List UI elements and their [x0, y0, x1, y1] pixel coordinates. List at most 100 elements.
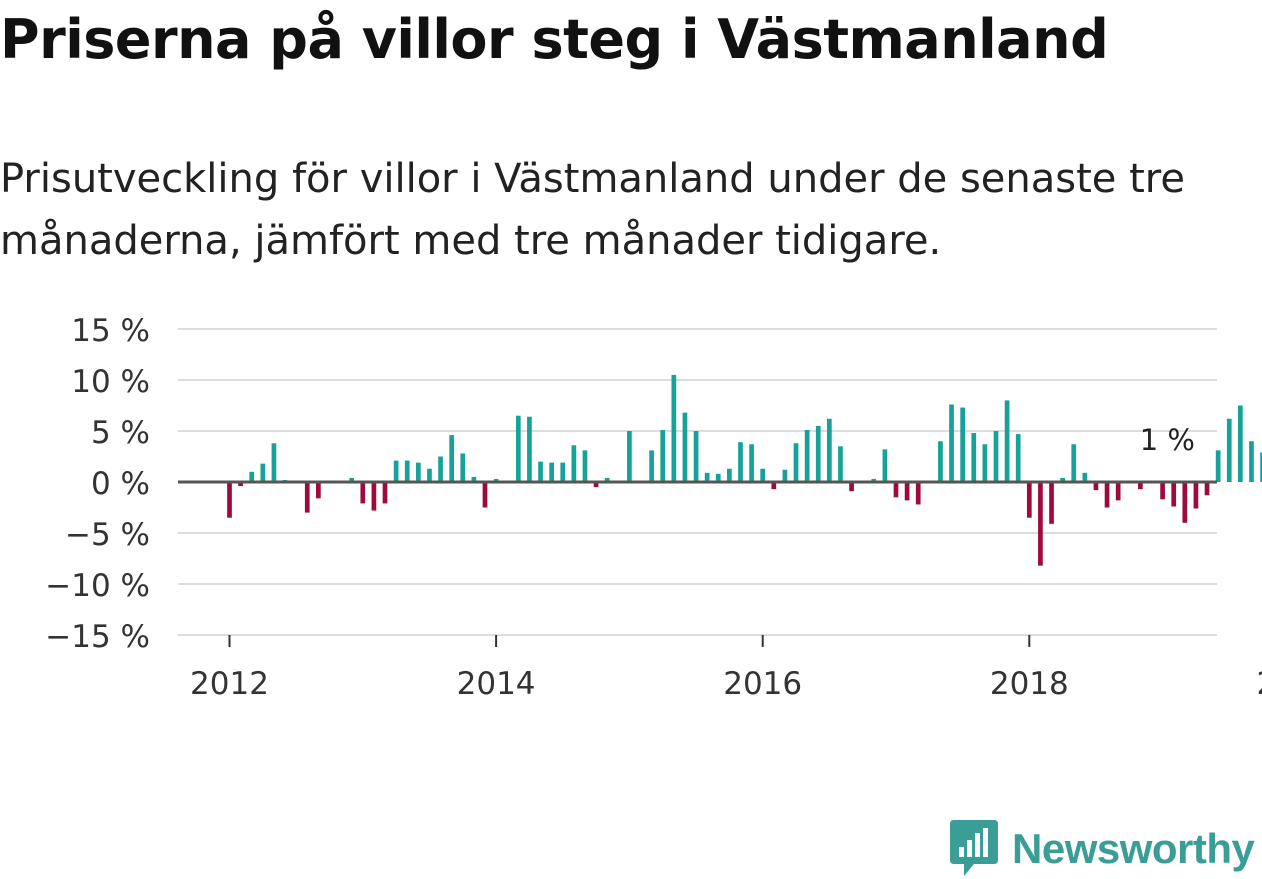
bar [815, 425, 821, 482]
bar [316, 482, 321, 499]
bar [260, 463, 266, 482]
bar [582, 450, 588, 482]
brand-name: Newsworthy [1012, 825, 1255, 872]
bar [1226, 418, 1232, 482]
bar [1260, 452, 1262, 482]
x-tick-label: 2014 [457, 666, 536, 702]
bar [515, 415, 521, 482]
bar [782, 469, 788, 482]
y-tick-label: 0 % [91, 466, 150, 502]
bar [1115, 482, 1121, 501]
bar [760, 468, 766, 482]
bar [915, 482, 921, 505]
bar [249, 471, 255, 482]
bar [949, 404, 954, 482]
bar [1026, 482, 1032, 518]
bar [738, 442, 743, 482]
bar [1138, 482, 1143, 490]
bar [827, 418, 832, 482]
bar [238, 482, 243, 487]
bar [804, 429, 810, 482]
bar [271, 443, 277, 482]
bar [304, 482, 310, 513]
bar [538, 461, 543, 482]
bar [704, 472, 710, 482]
bar [1071, 444, 1077, 482]
bar [1160, 482, 1165, 500]
bar [1104, 482, 1110, 508]
bar [449, 435, 455, 482]
bar [549, 462, 554, 482]
bar [1060, 477, 1065, 482]
bar [660, 429, 666, 482]
x-tick-label: 2018 [990, 666, 1069, 702]
newsworthy-logo-icon [950, 820, 998, 876]
bar [1215, 450, 1221, 482]
bar [1249, 441, 1254, 482]
bar [771, 482, 777, 490]
bar [493, 478, 499, 482]
bar-chart: 15 % 10 % 5 % 0 % −5 % −10 % −15 % 2012 2014 201… [45, 313, 1262, 702]
bar [904, 482, 910, 501]
bar [627, 431, 632, 482]
bar [1049, 482, 1054, 524]
y-tick-label: −5 % [65, 517, 150, 553]
bar [993, 431, 999, 482]
bar [960, 407, 965, 482]
bar [471, 476, 477, 482]
bar [693, 431, 699, 482]
bar [971, 433, 977, 482]
bar [749, 444, 754, 482]
bar [671, 374, 677, 482]
bar [1093, 482, 1099, 491]
bar [1015, 434, 1021, 482]
bar [1082, 472, 1088, 482]
bar [882, 449, 888, 482]
bar [1204, 482, 1210, 496]
bar [938, 441, 943, 482]
bar [227, 482, 232, 518]
bar [893, 482, 899, 498]
y-tick-label: 10 % [71, 364, 150, 400]
bar [349, 477, 355, 482]
bar [527, 416, 532, 482]
bar [604, 477, 610, 482]
bar [793, 443, 799, 482]
bar [427, 468, 432, 482]
bar [360, 482, 366, 504]
bar [571, 445, 577, 482]
bar [1171, 482, 1177, 507]
y-tick-label: 5 % [91, 415, 150, 451]
bar [415, 462, 421, 482]
x-tick-label: 2020 [1256, 666, 1262, 702]
bar [1193, 482, 1199, 509]
bar [560, 462, 566, 482]
bar [849, 482, 854, 492]
bar [382, 482, 388, 504]
bar [460, 453, 466, 482]
x-tick-label: 2012 [190, 666, 269, 702]
bar [593, 482, 599, 488]
bar-series [227, 374, 1262, 566]
bar [393, 460, 399, 482]
bar [1182, 482, 1188, 523]
y-tick-label: 15 % [71, 313, 150, 349]
bar [838, 446, 843, 482]
x-tick-label: 2016 [723, 666, 802, 702]
x-axis: 20122014201620182020202220242026 [190, 635, 1262, 702]
bar [682, 412, 688, 482]
bar [482, 482, 488, 508]
bar [438, 456, 443, 482]
bar [1038, 482, 1043, 566]
bar [1238, 405, 1243, 482]
bar [982, 444, 988, 482]
newsworthy-brand: Newsworthy [950, 820, 1255, 878]
y-axis: 15 % 10 % 5 % 0 % −5 % −10 % −15 % [45, 313, 150, 655]
bar [371, 482, 377, 511]
bar [871, 478, 877, 482]
bar [715, 473, 721, 482]
y-tick-label: −15 % [45, 619, 150, 655]
y-tick-label: −10 % [45, 568, 150, 604]
bar [404, 460, 410, 482]
bar [727, 468, 732, 482]
